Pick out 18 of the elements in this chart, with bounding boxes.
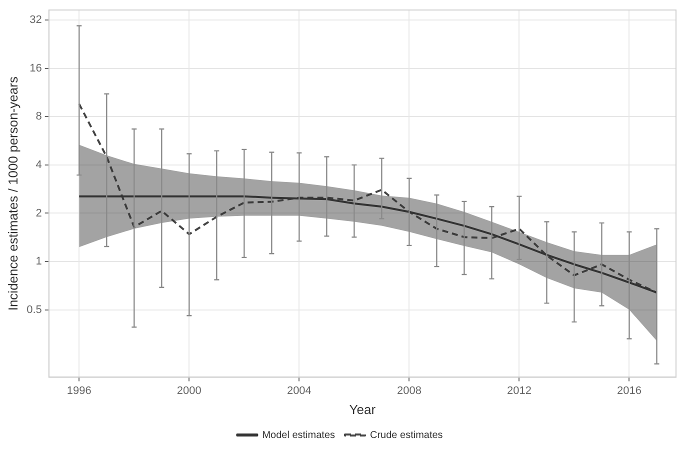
y-tick-label: 0.5	[26, 304, 42, 316]
y-axis-title: Incidence estimates / 1000 person-years	[5, 76, 20, 311]
legend-label: Model estimates	[262, 430, 336, 441]
x-tick-label: 1996	[66, 384, 92, 397]
x-tick-label: 2000	[176, 384, 202, 397]
y-tick-label: 4	[36, 158, 42, 171]
x-axis-title: Year	[349, 402, 376, 417]
x-tick-label: 2012	[506, 384, 532, 397]
line-series	[78, 102, 658, 294]
y-tick-label: 32	[30, 14, 42, 26]
y-tick-label: 1	[36, 256, 42, 268]
x-tick-label: 2008	[396, 384, 422, 397]
y-tick-label: 8	[36, 110, 42, 123]
legend-label: Crude estimates	[370, 430, 443, 441]
x-tick-label: 2016	[617, 384, 642, 397]
x-tick-label: 2004	[286, 384, 312, 397]
y-tick-label: 2	[36, 207, 42, 220]
y-tick-label: 16	[30, 62, 42, 74]
